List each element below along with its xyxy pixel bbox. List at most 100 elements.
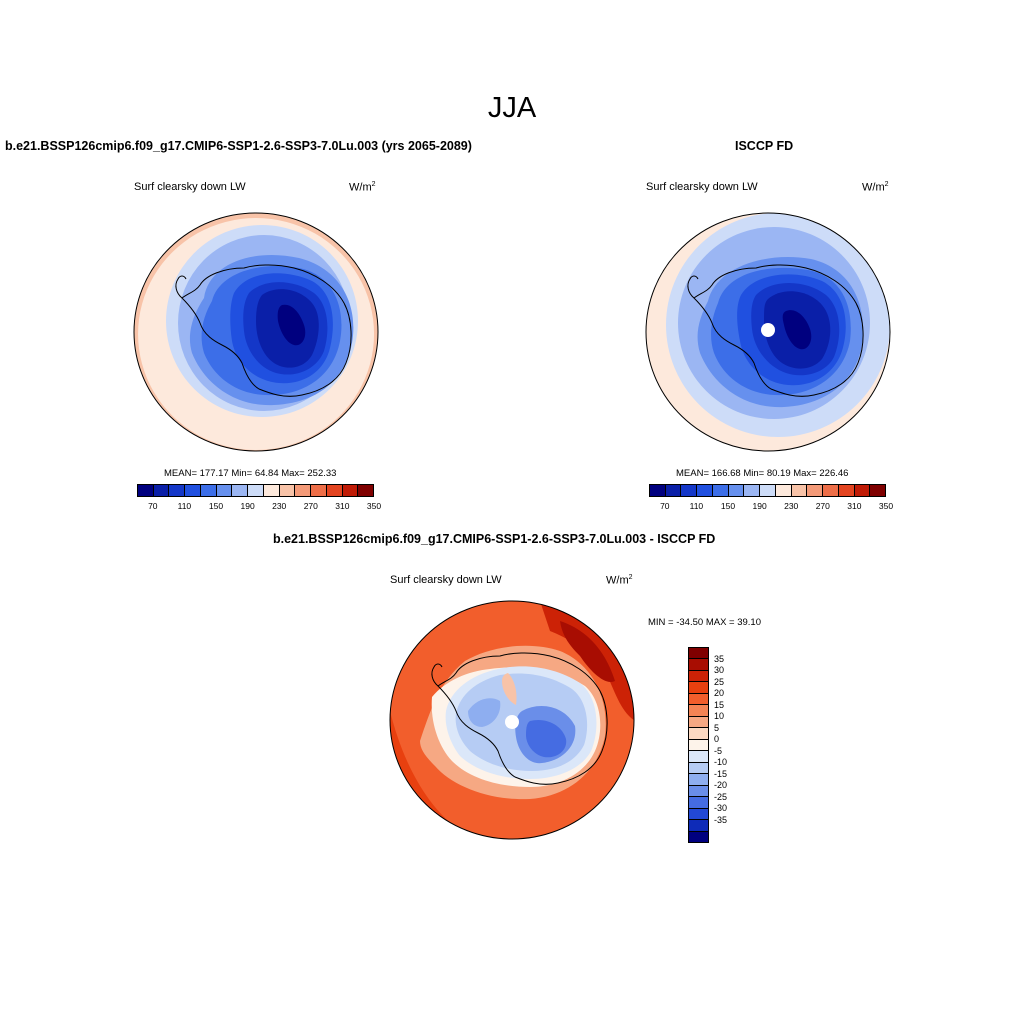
colorbar-tick-label: 190 [752, 501, 767, 511]
colorbar-swatch [681, 485, 698, 496]
diff-field-pos-streak [502, 673, 517, 705]
model-map-border [133, 212, 379, 452]
colorbar-swatch [775, 485, 792, 496]
colorbar-swatch [650, 485, 666, 496]
model-colorbar-ticks: 70 110 150 190 230 270 310 350 [137, 501, 381, 513]
colorbar-tick-label: 350 [878, 501, 894, 511]
colorbar-tick-label: 270 [815, 501, 830, 511]
colorbar-swatch [728, 485, 745, 496]
obs-pole-hole [761, 323, 775, 337]
colorbar-tick-label: 15 [714, 699, 725, 710]
colorbar-swatch [263, 485, 280, 496]
colorbar-tick-label: 0 [714, 734, 720, 745]
colorbar-swatch [760, 485, 776, 496]
colorbar-swatch [689, 648, 708, 660]
diff-peninsula-coastline [431, 663, 443, 687]
diff-field-c-20 [526, 719, 567, 758]
colorbar-swatch [311, 485, 327, 496]
colorbar-swatch [216, 485, 233, 496]
diff-field-c30 [560, 621, 615, 682]
diff-colorbar-ticks: 35 30 25 20 15 10 5 0 -5 -10 -15 -20 -25 -30 -35 [714, 647, 754, 843]
colorbar-swatch [689, 659, 708, 671]
colorbar-tick-label: -5 [714, 745, 723, 756]
colorbar-tick-label: 310 [847, 501, 862, 511]
colorbar-swatch [689, 808, 708, 821]
colorbar-tick-label: 5 [714, 722, 720, 733]
obs-colorbar-ticks: 70 110 150 190 230 270 310 350 [649, 501, 893, 513]
colorbar-swatch [689, 797, 708, 809]
colorbar-swatch [870, 485, 886, 496]
colorbar-swatch [200, 485, 217, 496]
colorbar-swatch [838, 485, 855, 496]
colorbar-swatch [232, 485, 249, 496]
colorbar-tick-label: 190 [240, 501, 255, 511]
diff-antarctica-coastline [437, 652, 608, 785]
colorbar-tick-label: 70 [660, 501, 670, 511]
diff-pole-hole [505, 715, 519, 729]
season-title: JJA [487, 92, 537, 124]
colorbar-tick-label: -25 [714, 791, 728, 802]
obs-units-label: W/m2 [862, 181, 889, 194]
model-variable-label: Surf clearsky down LW [134, 181, 246, 193]
model-field-c70 [277, 304, 306, 346]
colorbar-tick-label: 310 [335, 501, 350, 511]
colorbar-tick-label: 110 [177, 501, 192, 511]
colorbar-swatch [689, 682, 708, 694]
diff-polar-map [389, 600, 635, 840]
colorbar-swatch [807, 485, 824, 496]
colorbar-tick-label: -10 [714, 757, 728, 768]
colorbar-tick-label: 70 [148, 501, 158, 511]
colorbar-swatch [689, 739, 708, 752]
colorbar-tick-label: 350 [366, 501, 382, 511]
colorbar-tick-label: -35 [714, 814, 728, 825]
colorbar-tick-label: 25 [714, 676, 725, 687]
model-stats-label: MEAN= 177.17 Min= 64.84 Max= 252.33 [164, 468, 337, 479]
colorbar-tick-label: 230 [784, 501, 799, 511]
diff-field-c-10 [468, 698, 501, 727]
colorbar-swatch [295, 485, 312, 496]
colorbar-swatch [326, 485, 343, 496]
colorbar-swatch [169, 485, 186, 496]
obs-field-c70 [782, 310, 812, 350]
obs-variable-label: Surf clearsky down LW [646, 181, 758, 193]
diff-panel-title: b.e21.BSSP126cmip6.f09_g17.CMIP6-SSP1-2.… [273, 532, 716, 546]
colorbar-swatch [689, 762, 708, 775]
colorbar-swatch [138, 485, 154, 496]
obs-map-border [645, 212, 891, 452]
colorbar-tick-label: 150 [720, 501, 736, 511]
colorbar-tick-label: 35 [714, 653, 725, 664]
model-peninsula-coastline [175, 275, 187, 299]
model-panel-title: b.e21.BSSP126cmip6.f09_g17.CMIP6-SSP1-2.… [5, 139, 472, 153]
colorbar-tick-label: 150 [208, 501, 224, 511]
colorbar-swatch [697, 485, 713, 496]
colorbar-tick-label: 10 [714, 711, 725, 722]
obs-polar-map [645, 212, 891, 452]
colorbar-swatch [689, 785, 708, 798]
colorbar-swatch [744, 485, 761, 496]
colorbar-swatch [689, 705, 708, 717]
colorbar-swatch [153, 485, 170, 496]
model-antarctica-coastline [181, 264, 352, 397]
colorbar-swatch [279, 485, 296, 496]
colorbar-swatch [689, 774, 708, 786]
colorbar-tick-label: 110 [689, 501, 704, 511]
colorbar-swatch [689, 716, 708, 729]
colorbar-swatch [689, 751, 708, 763]
colorbar-tick-label: -15 [714, 768, 728, 779]
colorbar-swatch [689, 670, 708, 683]
obs-stats-label: MEAN= 166.68 Min= 80.19 Max= 226.46 [676, 468, 849, 479]
obs-panel-title: ISCCP FD [735, 139, 794, 153]
model-polar-map [133, 212, 379, 452]
colorbar-tick-label: 270 [303, 501, 318, 511]
colorbar-tick-label: -20 [714, 780, 728, 791]
diff-units-label: W/m2 [606, 574, 633, 587]
colorbar-swatch [185, 485, 201, 496]
obs-antarctica-coastline [693, 264, 864, 397]
diff-map-border [389, 600, 635, 840]
diff-variable-label: Surf clearsky down LW [390, 574, 502, 586]
colorbar-swatch [854, 485, 871, 496]
colorbar-swatch [823, 485, 839, 496]
model-colorbar [137, 484, 374, 497]
colorbar-swatch [358, 485, 374, 496]
model-units-label: W/m2 [349, 181, 376, 194]
